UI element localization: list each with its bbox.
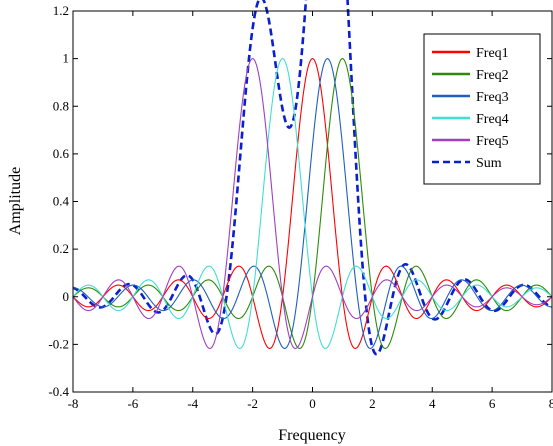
- legend: Freq1 Freq2 Freq3 Freq4 Freq5 Sum: [423, 33, 541, 185]
- x-tick-label: 6: [489, 396, 496, 411]
- series-line-freq1: [72, 58, 553, 350]
- x-tick-label: -6: [127, 396, 138, 411]
- y-tick-label: 0.4: [53, 194, 70, 209]
- y-tick-label: -0.2: [48, 336, 69, 351]
- x-tick-label: -4: [187, 396, 198, 411]
- y-tick-label: 0: [63, 289, 70, 304]
- x-axis-label: Frequency: [278, 427, 346, 444]
- y-tick-label: 0.2: [53, 241, 69, 256]
- series-line-freq5: [72, 58, 553, 350]
- series-layer: [72, 0, 553, 356]
- legend-label-freq4: Freq4: [476, 112, 509, 127]
- y-tick-label: 1: [63, 51, 70, 66]
- legend-label-freq1: Freq1: [476, 46, 509, 61]
- legend-label-freq2: Freq2: [476, 68, 509, 83]
- y-tick-label: -0.4: [48, 384, 69, 399]
- y-tick-label: 0.6: [53, 146, 70, 161]
- x-tick-label: 8: [549, 396, 553, 411]
- legend-label-sum: Sum: [476, 156, 502, 171]
- x-tick-label: 4: [429, 396, 436, 411]
- y-axis-label: Amplitude: [7, 167, 24, 235]
- y-tick-label: 0.8: [53, 98, 69, 113]
- x-tick-label: -8: [68, 396, 79, 411]
- legend-label-freq3: Freq3: [476, 90, 509, 105]
- x-tick-label: 2: [369, 396, 376, 411]
- tick-layer: -8 -6 -4 -2 0 2 4 6 8 -0.4 -0.2 0 0.2 0.4 0.6 0.8 1 1.2: [48, 3, 553, 411]
- legend-box: [423, 33, 541, 185]
- legend-items: Freq1 Freq2 Freq3 Freq4 Freq5 Sum: [432, 46, 509, 171]
- x-tick-label: -2: [247, 396, 258, 411]
- legend-label-freq5: Freq5: [476, 134, 509, 149]
- series-line-freq3: [73, 58, 552, 350]
- x-tick-label: 0: [309, 396, 316, 411]
- y-tick-label: 1.2: [53, 3, 69, 18]
